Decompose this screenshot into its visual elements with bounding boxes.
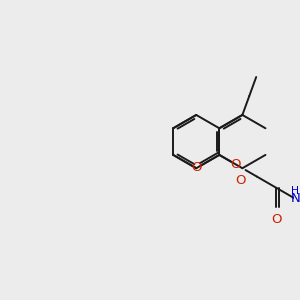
Text: O: O (271, 213, 282, 226)
Text: N: N (290, 192, 300, 205)
Text: O: O (191, 161, 202, 174)
Text: O: O (230, 158, 240, 170)
Text: O: O (236, 174, 246, 188)
Text: H: H (291, 187, 299, 196)
